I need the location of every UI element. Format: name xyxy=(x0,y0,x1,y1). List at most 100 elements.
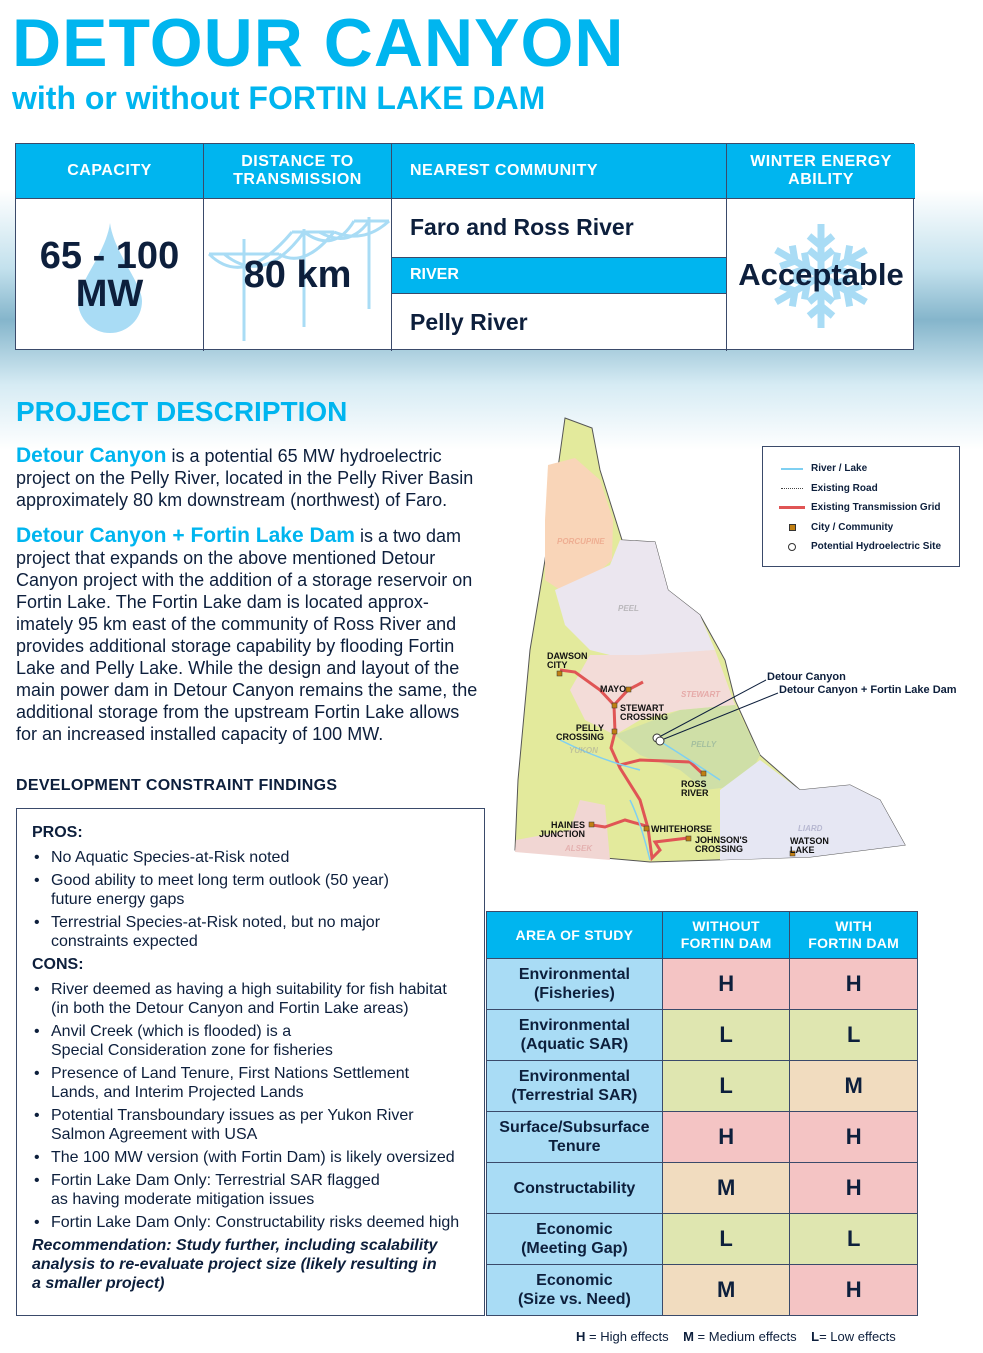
region-liard xyxy=(720,760,905,860)
winter-cell: Acceptable xyxy=(727,199,915,351)
with-fortin-cell: H xyxy=(789,1162,918,1214)
area-cell: Constructability xyxy=(486,1162,663,1214)
hydro-site-circle-icon xyxy=(788,542,796,551)
recommendation: Recommendation: Study further, including… xyxy=(32,1237,438,1292)
region-label: LIARD xyxy=(798,824,823,833)
map-legend: River / Lake Existing Road Existing Tran… xyxy=(762,446,960,567)
with-fortin-cell: H xyxy=(789,1264,918,1316)
community-header: NEAREST COMMUNITY xyxy=(392,144,727,199)
distance-header-line1: DISTANCE TO xyxy=(241,153,354,170)
project-description-heading: PROJECT DESCRIPTION xyxy=(16,396,348,427)
legend-label: River / Lake xyxy=(811,463,868,475)
study-row: Surface/Subsurface Tenure H H xyxy=(486,1111,918,1163)
area-cell: Economic (Meeting Gap) xyxy=(486,1213,663,1265)
capacity-unit: MW xyxy=(75,273,144,315)
callout-detour-canyon: Detour Canyon xyxy=(767,671,846,683)
community-label: STEWART CROSSING xyxy=(620,703,669,722)
cons-item: Fortin Lake Dam Only: Terrestrial SAR fl… xyxy=(32,1171,484,1209)
pros-item: Good ability to meet long term outlook (… xyxy=(32,871,484,909)
description-paragraph-2: Detour Canyon + Fortin Lake Dam is a two… xyxy=(16,525,484,745)
legend-item: Existing Transmission Grid xyxy=(773,498,959,518)
detour-canyon-highlight: Detour Canyon xyxy=(16,444,167,467)
community-label: WATSON LAKE xyxy=(790,836,829,855)
with-fortin-cell: M xyxy=(789,1060,918,1112)
transmission-line xyxy=(591,818,647,829)
constraints-box: PROS: No Aquatic Species-at-Risk noted G… xyxy=(16,808,485,1316)
capacity-range: 65 - 100 xyxy=(39,235,180,277)
region-pelly xyxy=(615,705,760,790)
region-label: PELLY xyxy=(691,740,717,749)
without-header: WITHOUT FORTIN DAM xyxy=(661,911,791,959)
description-text-2: is a two dam project that expands on the… xyxy=(16,526,478,744)
area-cell: Economic (Size vs. Need) xyxy=(486,1264,663,1316)
callout-leader xyxy=(663,692,779,740)
key-h-text: = High effects xyxy=(585,1329,669,1344)
effects-key: H = High effects M = Medium effects L= L… xyxy=(576,1329,896,1344)
study-row: Economic (Size vs. Need) M H xyxy=(486,1264,918,1316)
capacity-header: CAPACITY xyxy=(16,144,204,199)
capacity-value: 65 - 100 MW xyxy=(40,237,179,313)
pros-list: No Aquatic Species-at-Risk noted Good ab… xyxy=(32,848,484,951)
cons-label: CONS: xyxy=(32,956,84,973)
description-text-1: is a potential 65 MW hydroelectric proje… xyxy=(16,446,474,510)
water-drop-icon xyxy=(78,223,142,333)
area-header: AREA OF STUDY xyxy=(486,911,663,959)
without-fortin-cell: H xyxy=(661,1111,791,1163)
region-stewart xyxy=(570,650,735,735)
community-label: MAYO xyxy=(600,684,627,694)
distance-header-line2: TRANSMISSION xyxy=(233,171,362,188)
yukon-map: PORCUPINE PEEL STEWART PELLY YUKON LIARD… xyxy=(510,415,980,875)
transmission-line xyxy=(559,668,689,862)
description-paragraph-1: Detour Canyon is a potential 65 MW hydro… xyxy=(16,445,484,511)
legend-label: City / Community xyxy=(811,521,894,533)
winter-header-line2: ABILITY xyxy=(788,171,854,188)
legend-item: City / Community xyxy=(773,518,959,538)
region-label: YUKON xyxy=(569,746,598,755)
region-label: PEEL xyxy=(618,604,639,613)
area-cell: Environmental (Fisheries) xyxy=(486,958,663,1010)
cons-item: Presence of Land Tenure, First Nations S… xyxy=(32,1064,484,1102)
community-label: JOHNSON'S CROSSING xyxy=(695,835,748,854)
pros-item: No Aquatic Species-at-Risk noted xyxy=(32,848,484,867)
without-fortin-cell: M xyxy=(661,1162,791,1214)
pros-label: PROS: xyxy=(32,824,83,841)
key-l-text: = Low effects xyxy=(819,1329,896,1344)
without-fortin-cell: L xyxy=(661,1213,791,1265)
constraints-heading: DEVELOPMENT CONSTRAINT FINDINGS xyxy=(16,777,338,794)
page-subtitle: with or without FORTIN LAKE DAM xyxy=(12,80,546,116)
page-title: DETOUR CANYON xyxy=(12,5,625,81)
legend-label: Potential Hydroelectric Site xyxy=(811,541,942,553)
key-h: H xyxy=(576,1329,586,1344)
cons-item: Fortin Lake Dam Only: Constructability r… xyxy=(32,1213,484,1232)
region-label: PORCUPINE xyxy=(557,537,605,546)
transmission-line xyxy=(619,758,706,777)
legend-item: River / Lake xyxy=(773,459,959,479)
with-fortin-cell: H xyxy=(789,1111,918,1163)
area-cell: Environmental (Aquatic SAR) xyxy=(486,1009,663,1061)
community-value: Faro and Ross River xyxy=(410,214,634,241)
with-fortin-cell: H xyxy=(789,958,918,1010)
study-table: AREA OF STUDY WITHOUT FORTIN DAM WITH FO… xyxy=(486,911,918,1316)
study-row: Environmental (Fisheries) H H xyxy=(486,958,918,1010)
winter-header-line1: WINTER ENERGY xyxy=(750,153,892,170)
cons-item: Potential Transboundary issues as per Yu… xyxy=(32,1106,484,1144)
area-cell: Environmental (Terrestrial SAR) xyxy=(486,1060,663,1112)
study-row: Environmental (Terrestrial SAR) L M xyxy=(486,1060,918,1112)
distance-cell: 80 km xyxy=(204,199,392,351)
snowflake-icon xyxy=(769,224,873,331)
study-row: Environmental (Aquatic SAR) L L xyxy=(486,1009,918,1061)
without-fortin-cell: L xyxy=(661,1009,791,1061)
pros-item: Terrestrial Species-at-Risk noted, but n… xyxy=(32,913,484,951)
key-m: M xyxy=(683,1329,694,1344)
community-label: ROSS RIVER xyxy=(681,779,709,798)
callout-leader xyxy=(660,679,767,737)
region-label: STEWART xyxy=(681,690,720,699)
region-alsek xyxy=(515,800,610,860)
cons-item: Anvil Creek (which is flooded) is a Spec… xyxy=(32,1022,484,1060)
community-markers xyxy=(556,670,796,857)
community-label: WHITEHORSE xyxy=(651,824,713,834)
river-line-icon xyxy=(781,468,803,470)
river xyxy=(559,739,721,861)
power-line-icon xyxy=(207,217,391,341)
community-label: HAINES JUNCTION xyxy=(539,820,586,839)
